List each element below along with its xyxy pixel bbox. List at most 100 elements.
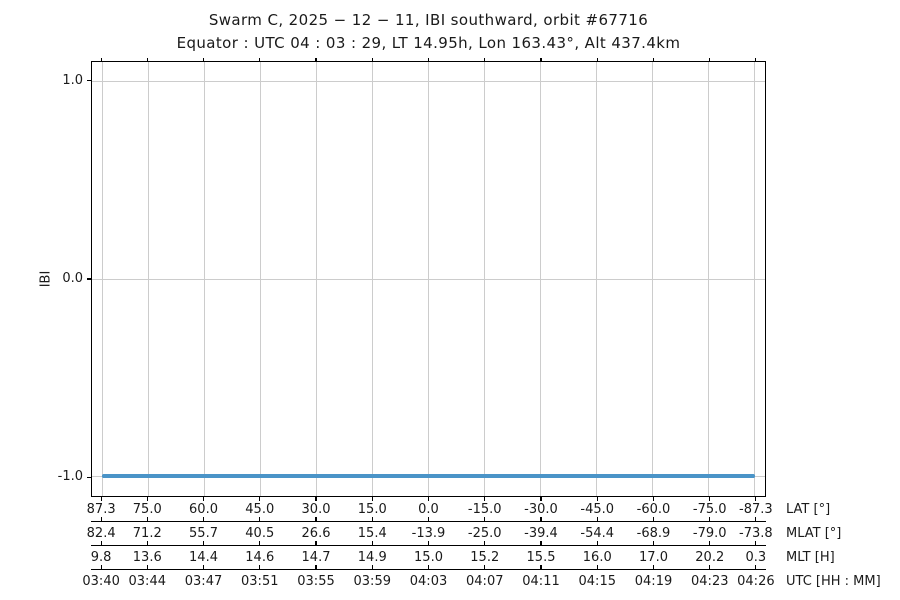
x-axis-value: -54.4	[580, 526, 615, 541]
x-axis-value: 30.0	[301, 502, 331, 517]
grid-horizontal-line	[92, 81, 765, 83]
axis-separator-tick	[755, 565, 757, 569]
axis-separator-tick	[484, 517, 486, 521]
x-axis-value: 14.7	[301, 550, 331, 565]
axis-separator-tick	[259, 541, 261, 545]
x-axis-value: -60.0	[636, 502, 671, 517]
axis-separator-tick	[427, 565, 430, 569]
x-tick-top	[755, 57, 757, 61]
x-axis-value: -73.8	[739, 526, 773, 541]
axis-separator-tick	[371, 541, 373, 545]
x-axis-value: -13.9	[411, 526, 446, 541]
x-axis-value: -68.9	[636, 526, 671, 541]
x-axis-value: 16.0	[582, 550, 612, 565]
axis-separator-tick	[100, 517, 102, 521]
axis-separator-tick	[709, 565, 711, 569]
x-axis-value: 75.0	[132, 502, 162, 517]
x-axis-value: -15.0	[467, 502, 502, 517]
axis-separator-tick	[484, 541, 486, 545]
x-tick-bottom	[596, 497, 598, 501]
axis-separator-tick	[315, 565, 317, 569]
x-axis-value: 04:19	[634, 574, 673, 589]
plot-area	[91, 61, 766, 497]
axis-separator-tick	[427, 541, 430, 545]
x-axis-value: 40.5	[245, 526, 275, 541]
y-tick	[86, 278, 91, 280]
x-tick-top	[371, 57, 373, 61]
x-axis-value: 03:40	[82, 574, 120, 589]
x-axis-value: 13.6	[132, 550, 162, 565]
axis-separator-tick	[540, 541, 542, 545]
x-tick-bottom	[146, 497, 148, 501]
x-axis-value: 14.6	[245, 550, 275, 565]
x-tick-bottom	[709, 497, 711, 501]
x-tick-top	[652, 57, 655, 61]
x-axis-value: 0.3	[745, 550, 767, 565]
x-axis-value: 04:07	[466, 574, 504, 589]
x-axis-value: 17.0	[639, 550, 668, 565]
axis-separator-tick	[315, 541, 317, 545]
x-axis-value: 15.4	[357, 526, 387, 541]
x-axis-value: 87.3	[86, 502, 116, 517]
x-axis-value: 26.6	[301, 526, 331, 541]
x-axis-value: 20.2	[695, 550, 725, 565]
axis-separator-tick	[259, 565, 261, 569]
x-axis-value: -39.4	[524, 526, 558, 541]
x-axis-value: 03:55	[297, 574, 335, 589]
x-axis-value: -79.0	[692, 526, 727, 541]
axis-separator-tick	[146, 565, 148, 569]
x-tick-bottom	[202, 497, 205, 501]
x-tick-bottom	[315, 497, 317, 501]
axis-separator-tick	[202, 517, 205, 521]
ibi-data-line	[102, 474, 755, 479]
x-axis-value: 14.4	[189, 550, 218, 565]
x-axis-value: 04:26	[737, 574, 775, 589]
x-axis-value: -25.0	[467, 526, 502, 541]
x-tick-top	[484, 57, 486, 61]
x-tick-top	[596, 57, 598, 61]
x-axis-value: 03:59	[353, 574, 391, 589]
axis-separator-tick	[202, 541, 205, 545]
x-axis-value: 04:11	[522, 574, 560, 589]
axis-separator-tick	[146, 517, 148, 521]
x-axis-value: 03:44	[128, 574, 166, 589]
x-tick-bottom	[371, 497, 373, 501]
axis-separator-tick	[371, 517, 373, 521]
axis-separator-tick	[371, 565, 373, 569]
x-axis-value: -30.0	[524, 502, 558, 517]
axis-separator-tick	[100, 541, 102, 545]
chart-subtitle: Equator : UTC 04 : 03 : 29, LT 14.95h, L…	[176, 34, 681, 52]
axis-separator-line	[91, 544, 766, 546]
axis-separator-tick	[652, 541, 655, 545]
grid-horizontal-line	[92, 278, 765, 280]
x-axis-value: 04:15	[578, 574, 616, 589]
axis-separator-tick	[596, 541, 598, 545]
y-tick	[86, 80, 91, 82]
axis-separator-tick	[596, 565, 598, 569]
axis-separator-tick	[259, 517, 261, 521]
x-axis-value: 04:23	[691, 574, 729, 589]
x-tick-top	[259, 57, 261, 61]
x-axis-value: 03:51	[241, 574, 279, 589]
x-tick-top	[540, 57, 542, 61]
axis-separator-tick	[146, 541, 148, 545]
axis-separator-tick	[427, 517, 430, 521]
axis-separator-tick	[540, 565, 542, 569]
y-tick-label: 0.0	[62, 271, 83, 286]
x-tick-bottom	[755, 497, 757, 501]
x-axis-value: 15.5	[526, 550, 556, 565]
x-axis-value: 15.0	[414, 550, 443, 565]
x-tick-bottom	[540, 497, 542, 501]
x-axis-value: 9.8	[90, 550, 112, 565]
axis-separator-tick	[709, 541, 711, 545]
x-axis-value: -75.0	[692, 502, 727, 517]
x-tick-top	[709, 57, 711, 61]
axis-separator-tick	[315, 517, 317, 521]
x-axis-value: 60.0	[189, 502, 218, 517]
axis-separator-tick	[484, 565, 486, 569]
x-tick-bottom	[484, 497, 486, 501]
x-axis-value: 15.0	[357, 502, 387, 517]
x-axis-value: 0.0	[418, 502, 439, 517]
axis-separator-tick	[755, 541, 757, 545]
